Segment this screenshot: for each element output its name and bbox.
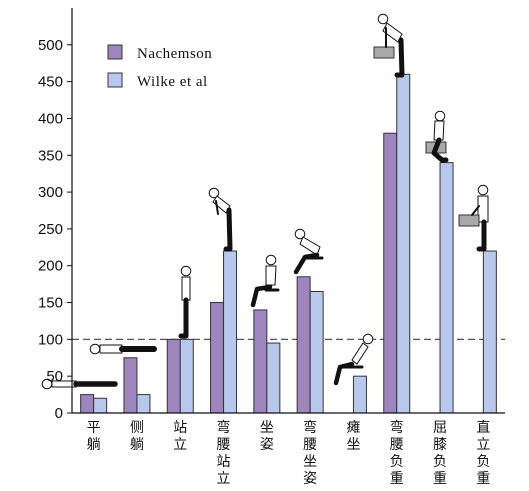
fig8-legs [431,137,449,163]
fig9-head [477,184,489,196]
bar-nachemson-0 [80,394,95,414]
y-tick-label-250: 250 [38,221,63,238]
fig3-head [208,187,220,199]
category-label-7: 弯腰负重 [390,419,404,487]
figures-layer [41,13,489,390]
y-tick-label-450: 450 [38,74,63,91]
bent-standing-figure-icon [208,187,233,252]
fig5-head [294,228,306,240]
bar-nachemson-2 [166,338,181,414]
fig4-torso [265,265,277,286]
bar-nachemson-1 [123,357,138,414]
squat-lifting-figure-icon [425,110,449,163]
bar-wilke-7 [396,73,411,414]
bar-wilke-4 [266,342,281,414]
bar-wilke-8 [439,162,454,414]
bars-layer [80,73,497,414]
bar-wilke-9 [482,250,497,414]
y-tick-label-200: 200 [38,258,63,275]
fig1-torso [99,344,123,354]
fig5-torso [299,236,321,256]
bent-lifting-figure-icon [373,13,405,78]
y-tick-label-300: 300 [38,184,63,201]
fig7-torso [382,22,403,43]
fig7-head [377,13,389,25]
fig4-head [265,254,277,266]
bar-wilke-6 [352,375,367,414]
fig0-torso [51,380,77,388]
bar-wilke-0 [93,397,108,414]
category-label-9: 直立负重 [476,419,490,487]
bar-nachemson-3 [210,302,225,414]
side-lying-figure-icon [89,343,157,355]
fig2-head [180,265,192,277]
bent-sitting-figure-icon [293,228,324,275]
fig2-torso [181,276,191,301]
category-label-4: 坐姿 [260,420,274,453]
legend-swatch-0 [107,44,123,60]
y-tick-label-0: 0 [55,405,63,422]
fig7-box [373,46,395,59]
fig8-head [434,110,446,122]
category-label-2: 站立 [173,420,187,453]
fig9-arm [471,205,480,216]
fig2-legs [178,297,189,339]
bar-nachemson-5 [296,276,311,414]
fig6-head [362,333,374,345]
fig9-torso [477,195,489,223]
y-tick-label-150: 150 [38,295,63,312]
bar-nachemson-4 [253,309,268,414]
y-tick-label-500: 500 [38,37,63,54]
fig6-legs [333,361,355,386]
category-label-5: 弯腰坐姿 [303,419,317,487]
category-label-8: 屈膝负重 [433,420,447,487]
fig1-head [89,343,101,355]
category-label-1: 侧躺 [130,420,144,453]
y-tick-label-100: 100 [38,331,63,348]
fig4-legs [250,284,273,308]
legend-swatch-1 [107,72,123,88]
lying-figure-icon [41,378,118,390]
y-tick-label-400: 400 [38,110,63,127]
bar-wilke-5 [309,291,324,414]
legend: Nachemson Wilke et al [107,44,212,90]
category-label-0: 平躺 [87,420,101,453]
fig9-legs [476,219,487,252]
bar-wilke-3 [223,250,238,414]
fig3-torso [212,195,231,214]
category-label-3: 弯腰站立 [217,419,231,487]
bar-nachemson-7 [383,132,398,414]
legend-label-1: Wilke et al [137,74,208,90]
y-tick-label-350: 350 [38,147,63,164]
fig3-legs [223,207,233,252]
legend-label-0: Nachemson [137,46,212,62]
fig9-box [458,214,480,227]
slouched-figure-icon [333,333,374,386]
fig3-arm [215,200,219,215]
bar-wilke-1 [136,394,151,414]
category-label-6: 瘫坐 [346,420,360,453]
upright-lifting-figure-icon [458,184,489,252]
y-tick-label-50: 50 [46,368,63,385]
fig8-torso [433,120,445,141]
fig7-legs [394,37,405,78]
standing-figure-icon [178,265,192,339]
sitting-figure-icon [250,254,280,308]
bar-wilke-2 [179,338,194,414]
fig6-torso [351,342,369,365]
